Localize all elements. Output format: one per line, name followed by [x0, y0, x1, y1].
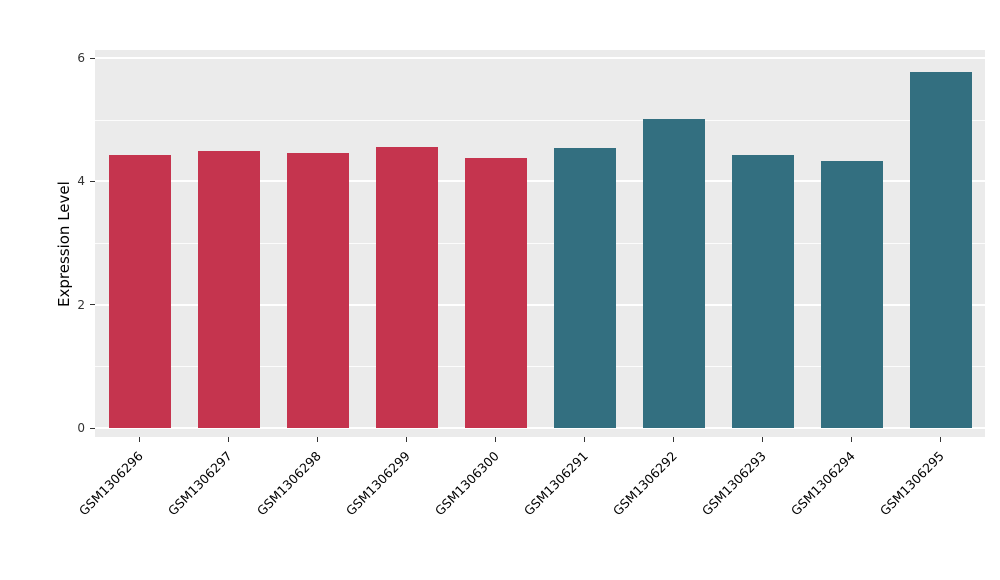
y-tick-mark — [90, 427, 95, 429]
gridline-minor — [95, 243, 985, 244]
y-axis-title: Expression Level — [55, 180, 73, 307]
x-tick-mark — [940, 437, 941, 442]
x-tick-mark — [673, 437, 674, 442]
x-tick-label: GSM1306295 — [876, 448, 947, 519]
x-tick-mark — [139, 437, 140, 442]
y-tick-mark — [90, 57, 95, 59]
x-tick-mark — [762, 437, 763, 442]
y-tick-mark — [90, 180, 95, 182]
gridline-major — [95, 180, 985, 183]
bar-GSM1306300 — [465, 158, 527, 428]
x-tick-mark — [406, 437, 407, 442]
gridline-major — [95, 303, 985, 306]
x-tick-mark — [584, 437, 585, 442]
bar-GSM1306298 — [287, 153, 349, 428]
bar-GSM1306297 — [198, 151, 260, 428]
y-tick-label: 6 — [77, 51, 85, 65]
y-tick-label: 4 — [77, 174, 85, 189]
bar-GSM1306291 — [554, 148, 616, 428]
gridline-major — [95, 57, 985, 59]
bar-GSM1306296 — [109, 155, 171, 428]
x-tick-mark — [317, 437, 318, 442]
bar-GSM1306295 — [910, 72, 972, 428]
x-tick-mark — [495, 437, 496, 442]
bar-GSM1306293 — [732, 155, 794, 428]
y-tick-label: 0 — [77, 421, 85, 435]
x-tick-mark — [228, 437, 229, 442]
y-tick-mark — [90, 304, 95, 306]
bar-GSM1306299 — [376, 147, 438, 428]
gridline-minor — [95, 366, 985, 368]
bar-GSM1306292 — [643, 119, 705, 428]
gridline-major — [95, 427, 985, 429]
bar-GSM1306294 — [821, 161, 883, 428]
x-tick-mark — [851, 437, 852, 442]
gridline-minor — [95, 119, 985, 121]
y-tick-label: 2 — [77, 297, 85, 312]
